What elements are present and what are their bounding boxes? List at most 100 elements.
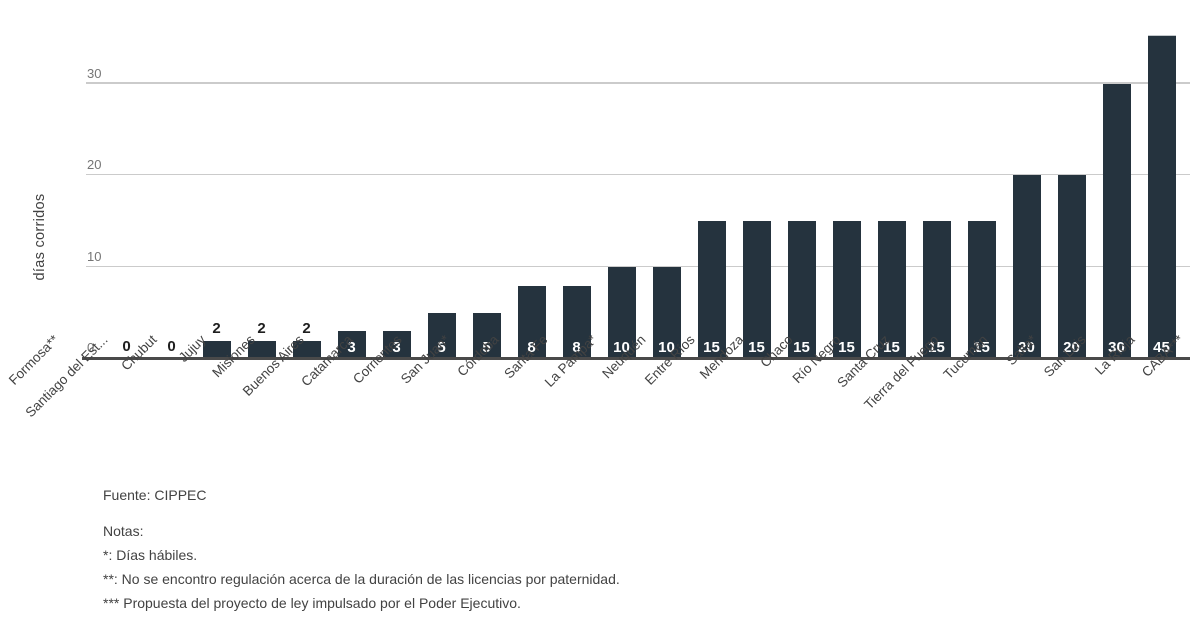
- x-axis-label: Jujuy: [175, 332, 209, 365]
- y-tick-label: 20: [87, 157, 102, 173]
- bar-value-label: 10: [613, 339, 630, 356]
- bar: [1057, 175, 1086, 359]
- bar: [292, 340, 321, 359]
- x-axis-label: Santa Fe: [501, 332, 551, 382]
- bar: [1147, 35, 1176, 359]
- bar-column: 2: [239, 36, 284, 359]
- bar: [337, 331, 366, 359]
- bar: [742, 221, 771, 359]
- bar: [1102, 83, 1131, 359]
- bar-column: 10: [644, 36, 689, 359]
- bar: [922, 221, 951, 359]
- x-axis-label: San Luis: [1040, 332, 1089, 380]
- bar-column: 30: [1094, 36, 1139, 359]
- x-axis-label: La Rioja: [1091, 332, 1138, 378]
- note-line: *: Días hábiles.: [103, 547, 198, 563]
- x-axis-label: CABA***: [1138, 332, 1187, 380]
- bar-value-label: 15: [703, 339, 720, 356]
- note-line: **: No se encontro regulación acerca de …: [103, 571, 620, 587]
- bar-column: 0: [104, 36, 149, 359]
- bar-value-label: 15: [883, 339, 900, 356]
- bar-column: 15: [914, 36, 959, 359]
- bar: [967, 221, 996, 359]
- gridline: [86, 265, 1190, 268]
- y-tick-label: 0: [87, 340, 95, 355]
- bar-value-label: 15: [838, 339, 855, 356]
- bar-column: 15: [779, 36, 824, 359]
- bar-column: 0: [149, 36, 194, 359]
- notes-list: *: Días hábiles. **: No se encontro regul…: [103, 543, 620, 615]
- bar: [877, 221, 906, 359]
- x-axis-line: [82, 357, 1190, 360]
- bar-column: 20: [1049, 36, 1094, 359]
- bar: [202, 340, 231, 359]
- bar-value-label: 15: [973, 339, 990, 356]
- bar-value-label: 20: [1063, 339, 1080, 356]
- gridline: [86, 173, 1190, 176]
- bar-column: 15: [824, 36, 869, 359]
- bar-column: 10: [599, 36, 644, 359]
- x-axis-label: Córdoba: [454, 332, 502, 380]
- x-axis-label: Chubut: [118, 332, 160, 374]
- y-axis-title: días corridos: [32, 193, 48, 281]
- bar-column: 2: [284, 36, 329, 359]
- x-axis-label: Misiones: [209, 332, 258, 381]
- plot-area: 0 0 2 2 2 3 3 5 5 8 8 10 10 15 15 15 15 15 15 15 20 20 30 45 0 1…: [82, 35, 1190, 360]
- y-tick-label: 30: [87, 65, 102, 81]
- bar: [832, 221, 861, 359]
- bar-column: 5: [419, 36, 464, 359]
- bar: [517, 285, 546, 359]
- bar: [427, 313, 456, 359]
- bar-value-label: 8: [572, 339, 581, 356]
- gridline: [86, 82, 1190, 84]
- bar-value-label: 2: [302, 319, 311, 337]
- bar-column: 8: [554, 36, 599, 359]
- bar-column: 15: [734, 36, 779, 359]
- bar: [697, 221, 726, 359]
- bar-value-label: 3: [392, 339, 401, 356]
- bar-value-label: 15: [928, 339, 945, 356]
- x-axis-label: Chaco: [756, 332, 796, 371]
- bar-value-label: 5: [437, 339, 446, 356]
- bar-value-label: 2: [212, 319, 221, 337]
- x-axis-label: San Juan*: [398, 332, 454, 387]
- bar-value-label: 15: [748, 339, 765, 356]
- x-axis-label: Corrientes: [349, 332, 405, 387]
- bar-value-label: 2: [257, 319, 266, 337]
- bars-layer: 0 0 2 2 2 3 3 5 5 8 8 10 10 15 15 15 15 15 15 15 20 20 30 45: [104, 35, 1184, 359]
- bar-column: 15: [689, 36, 734, 359]
- bar-value-label: 10: [658, 339, 675, 356]
- bar-column: 45: [1139, 35, 1184, 359]
- bar-column: 3: [329, 36, 374, 359]
- bar: [1012, 175, 1041, 359]
- bar-column: 5: [464, 36, 509, 359]
- bar-column: 3: [374, 36, 419, 359]
- x-axis-label: Salta*: [1003, 332, 1040, 369]
- bar-value-label: 3: [347, 339, 356, 356]
- bar-value-label: 30: [1108, 339, 1125, 356]
- notes-title: Notas:: [103, 523, 144, 539]
- y-tick-label: 10: [87, 249, 102, 265]
- bar-value-label: 45: [1153, 339, 1170, 356]
- x-axis-label: Mendoza: [696, 332, 747, 382]
- source-text: Fuente: CIPPEC: [103, 487, 207, 503]
- x-axis-label: Catamarca: [297, 332, 356, 390]
- x-axis-label: Neuquén: [599, 332, 649, 382]
- bar-column: 2: [194, 36, 239, 359]
- bar: [562, 285, 591, 359]
- bar-value-label: 5: [482, 339, 491, 356]
- chart-footer: Fuente: CIPPEC Notas: *: Días hábiles. **…: [103, 486, 620, 615]
- bar: [247, 340, 276, 359]
- bar: [472, 313, 501, 359]
- bar: [382, 331, 411, 359]
- bar-value-label: 15: [793, 339, 810, 356]
- x-axis-label: Tucumán: [940, 332, 991, 383]
- bar: [787, 221, 816, 359]
- bar-column: 15: [959, 36, 1004, 359]
- bar: [607, 267, 636, 359]
- x-axis-label: La Pampa*: [541, 332, 600, 390]
- bar-value-label: 8: [527, 339, 536, 356]
- bar-column: 15: [869, 36, 914, 359]
- bar-column: 20: [1004, 36, 1049, 359]
